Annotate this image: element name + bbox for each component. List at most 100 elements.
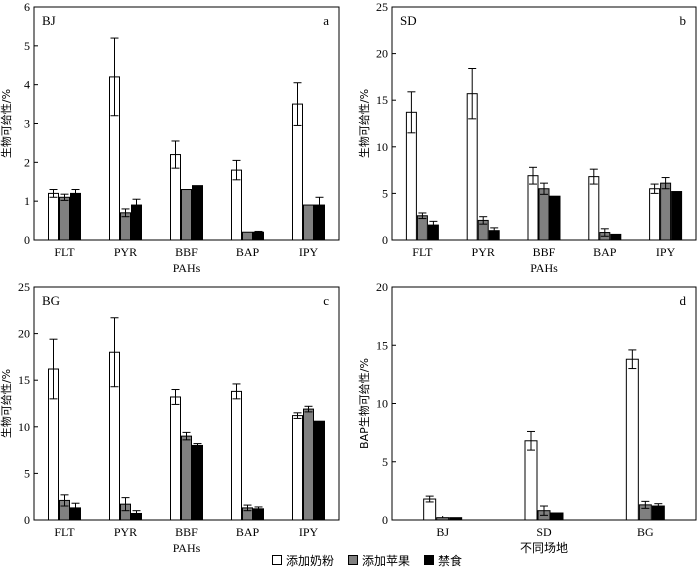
y-tick-label: 5 xyxy=(382,455,388,469)
bars xyxy=(405,68,683,241)
bar xyxy=(192,185,203,241)
panel-letter: b xyxy=(680,13,687,28)
legend-item-apple: 添加苹果 xyxy=(348,552,410,569)
x-tick-label: PYR xyxy=(114,245,137,259)
x-tick-label: IPY xyxy=(299,245,319,259)
x-axis-label: PAHs xyxy=(530,261,558,275)
bar xyxy=(242,231,253,241)
bars xyxy=(48,37,325,241)
y-tick-label: 15 xyxy=(376,338,388,352)
bar xyxy=(671,191,683,241)
bar xyxy=(314,420,325,521)
panel-letter: a xyxy=(323,13,329,28)
legend-label-apple: 添加苹果 xyxy=(362,553,411,568)
x-tick-label: BAP xyxy=(236,525,260,539)
bar xyxy=(538,188,550,241)
panel-label: BJ xyxy=(42,13,56,28)
bar xyxy=(59,196,70,241)
x-tick-label: BBF xyxy=(533,245,556,259)
x-tick-label: FLT xyxy=(54,525,75,539)
bar xyxy=(48,192,59,241)
plot-frame xyxy=(391,286,697,521)
x-tick-label: BAP xyxy=(236,245,260,259)
bar xyxy=(303,204,314,241)
y-tick-label: 10 xyxy=(18,420,30,434)
panel-sd: 0 5 10 15 20 25 生物可给性/% FLT PYR BBF BAP IPY PAHs SD b xyxy=(357,0,697,275)
y-axis: 0 5 10 15 20 xyxy=(376,280,396,527)
bars xyxy=(48,317,325,521)
x-tick-label: BJ xyxy=(436,525,449,539)
y-tick-label: 1 xyxy=(24,194,30,208)
y-tick-label: 25 xyxy=(18,280,30,294)
legend: 添加奶粉 添加苹果 禁食 xyxy=(272,550,462,570)
legend-swatch-apple xyxy=(348,555,359,565)
bar xyxy=(549,195,561,241)
panel-letter: d xyxy=(680,293,687,308)
x-tick-label: BG xyxy=(637,525,654,539)
y-tick-label: 10 xyxy=(376,140,388,154)
y-tick-label: 5 xyxy=(24,39,30,53)
legend-label-fasting: 禁食 xyxy=(438,553,463,568)
bar xyxy=(192,444,203,521)
bar xyxy=(524,440,538,521)
legend-label-milk: 添加奶粉 xyxy=(286,553,335,568)
bar xyxy=(303,408,314,521)
y-tick-label: 4 xyxy=(24,78,30,92)
y-tick-label: 5 xyxy=(24,466,30,480)
y-tick-label: 10 xyxy=(376,397,388,411)
bar xyxy=(649,188,661,241)
x-tick-label: FLT xyxy=(54,245,75,259)
bar xyxy=(231,390,242,521)
x-tick-label: BAP xyxy=(593,245,617,259)
panel-letter: c xyxy=(323,293,329,308)
panel-label: BG xyxy=(42,293,60,308)
x-axis-label: PAHs xyxy=(173,541,201,555)
legend-item-fasting: 禁食 xyxy=(424,552,462,569)
bar xyxy=(231,169,242,241)
y-tick-label: 20 xyxy=(376,280,388,294)
bar xyxy=(436,517,450,521)
panel-bap: 0 5 10 15 20 BAP生物可给性/% BJ SD BG 不同场地 d xyxy=(357,280,697,555)
bar xyxy=(550,512,564,521)
bar xyxy=(292,415,303,521)
bars xyxy=(423,349,665,521)
bar xyxy=(181,189,192,241)
bar xyxy=(625,358,639,521)
x-tick-label: PYR xyxy=(472,245,495,259)
y-tick-label: 25 xyxy=(376,0,388,14)
y-tick-label: 20 xyxy=(376,47,388,61)
x-tick-label: SD xyxy=(536,525,552,539)
y-axis-label: 生物可给性/% xyxy=(357,89,371,158)
y-tick-label: 15 xyxy=(376,93,388,107)
x-tick-label: BBF xyxy=(175,525,198,539)
bar xyxy=(660,182,672,241)
y-axis: 0 1 2 3 4 5 6 xyxy=(24,0,38,247)
y-tick-label: 2 xyxy=(24,155,30,169)
legend-swatch-milk xyxy=(272,555,282,565)
bar xyxy=(170,396,181,521)
panel-bg: 0 5 10 15 20 25 生物可给性/% FLT PYR BBF BAP IPY PAHs BG c xyxy=(0,280,340,555)
x-axis: BJ SD BG xyxy=(436,516,654,539)
bar xyxy=(181,435,192,521)
x-tick-label: IPY xyxy=(299,525,319,539)
y-axis-label: 生物可给性/% xyxy=(0,369,13,438)
y-tick-label: 20 xyxy=(18,327,30,341)
y-tick-label: 3 xyxy=(24,117,30,131)
x-tick-label: PYR xyxy=(114,525,137,539)
y-tick-label: 0 xyxy=(382,513,388,527)
x-tick-label: FLT xyxy=(412,245,433,259)
x-tick-label: IPY xyxy=(656,245,676,259)
y-tick-label: 0 xyxy=(24,233,30,247)
panel-label: SD xyxy=(400,13,417,28)
y-tick-label: 15 xyxy=(18,373,30,387)
y-axis-label: 生物可给性/% xyxy=(0,89,13,158)
legend-swatch-fasting xyxy=(424,555,435,565)
legend-item-milk: 添加奶粉 xyxy=(272,552,334,569)
y-axis: 0 5 10 15 20 25 xyxy=(376,0,396,247)
x-axis-label: PAHs xyxy=(173,261,201,275)
y-axis-label: BAP生物可给性/% xyxy=(357,358,371,449)
y-tick-label: 5 xyxy=(382,186,388,200)
x-tick-label: BBF xyxy=(175,245,198,259)
panel-bj: 0 1 2 3 4 5 6 生物可给性/% FLT PYR BBF BAP IPY PAHs BJ a xyxy=(0,0,340,275)
